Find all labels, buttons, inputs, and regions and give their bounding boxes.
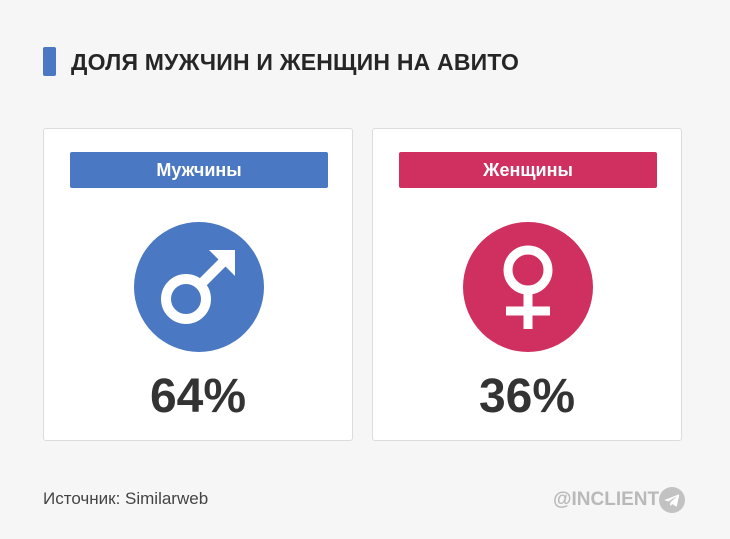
men-percent: 64% [149, 370, 247, 423]
page-title: ДОЛЯ МУЖЧИН И ЖЕНЩИН НА АВИТО [71, 49, 520, 75]
men-label: Мужчины [70, 152, 328, 188]
women-label: Женщины [399, 152, 657, 188]
women-percent: 36% [478, 370, 576, 423]
brand-handle[interactable]: @INCLIENT [553, 489, 660, 510]
telegram-icon[interactable] [659, 487, 685, 513]
female-symbol-icon [463, 222, 593, 352]
male-symbol-icon [134, 222, 264, 352]
women-card: Женщины 36% [372, 128, 682, 441]
men-card: Мужчины 64% [43, 128, 353, 441]
source-note: Источник: Similarweb [43, 489, 209, 508]
title-accent-bar [43, 47, 56, 76]
